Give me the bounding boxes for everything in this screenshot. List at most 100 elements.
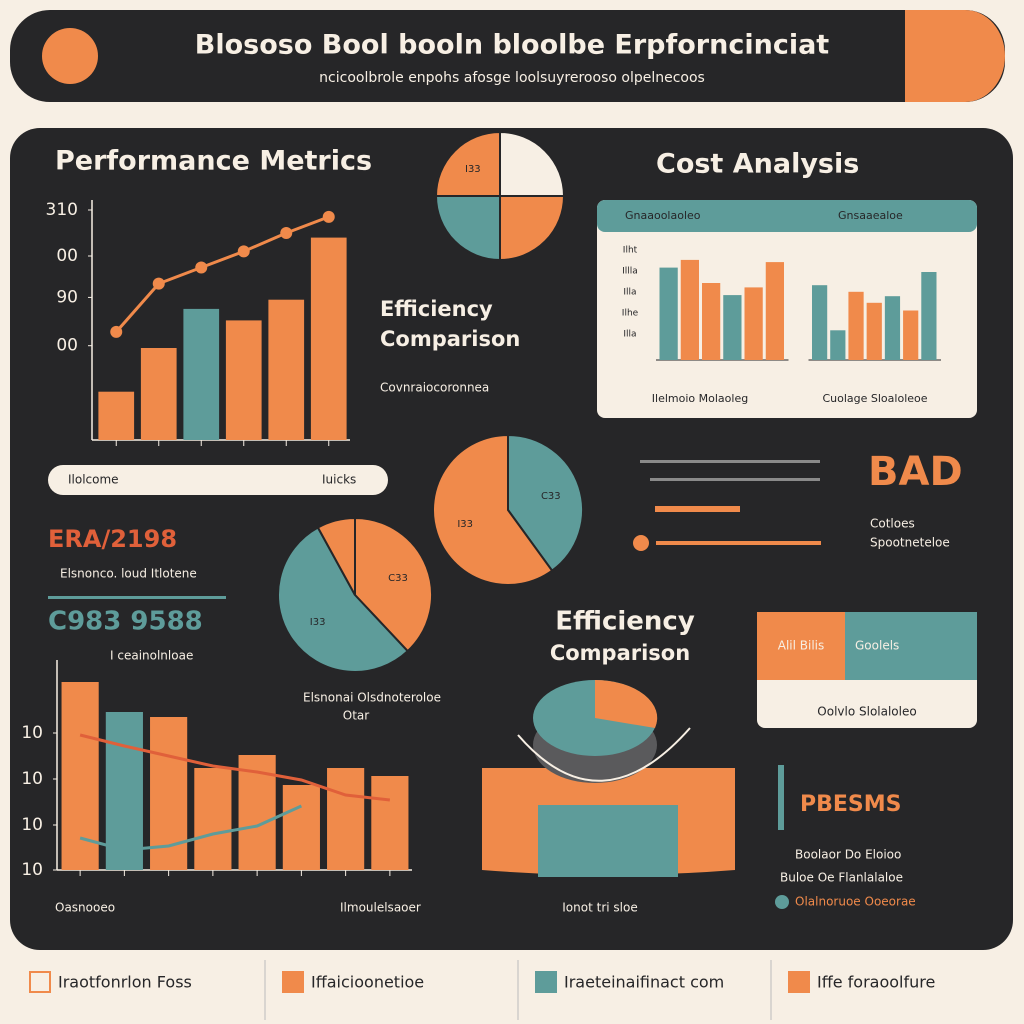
legend-line: [640, 460, 820, 463]
bar: [830, 330, 846, 360]
drum-slice: [595, 679, 658, 728]
bar: [194, 768, 232, 870]
bar: [105, 712, 143, 870]
group-caption: Cuolage Sloaloleoe: [822, 392, 927, 405]
footer-icon: [282, 971, 304, 993]
drum-body: [538, 805, 678, 877]
era-sub: Elsnonco. loud Itlotene: [60, 567, 197, 581]
header-bar: [10, 10, 1005, 102]
bar: [140, 348, 177, 440]
y-tick-label: 00: [56, 336, 78, 356]
bar: [884, 296, 901, 360]
section-title: Comparison: [550, 641, 690, 665]
header-title: Blososo Bool booln bloolbe Erpforncincia…: [195, 30, 830, 61]
y-tick-label: 10: [21, 815, 43, 835]
info-box-left: [757, 612, 845, 680]
drum-caption: Ionot tri sloe: [562, 901, 637, 915]
line-series: [115, 215, 330, 333]
pie-caption: Elsnonai Olsdnoteroloe: [303, 691, 441, 705]
footer-label: Iraeteinaifinact com: [564, 973, 724, 992]
group-caption: Ilelmoio Molaoleg: [652, 392, 748, 405]
legend-line: [655, 506, 740, 512]
pie-slice: [432, 433, 554, 586]
info-label: Alil Bilis: [778, 639, 825, 653]
pie-slice: [354, 516, 433, 653]
section-title: Efficiency: [380, 297, 493, 321]
pie-slice: [277, 526, 410, 673]
slice-label: I33: [465, 164, 481, 175]
slice-label: I33: [457, 519, 473, 530]
line-point: [280, 227, 293, 239]
big-number: C983 9588: [48, 607, 203, 637]
bar: [812, 285, 828, 360]
info-foot: Oolvlo Slolaloleo: [817, 705, 916, 719]
line-point: [152, 277, 165, 290]
pie-slice: [434, 195, 501, 262]
line-point: [195, 261, 208, 274]
bar: [921, 272, 937, 360]
footer-label: Iraotfonrlon Foss: [58, 973, 192, 992]
slice-label: C33: [388, 573, 408, 584]
bar: [98, 391, 135, 440]
bar: [765, 262, 784, 360]
list-item: Buloe Oe Flanlalaloe: [780, 871, 903, 885]
header-subtitle: ncicoolbrole enpohs afosge loolsuyreroos…: [319, 70, 705, 86]
bar: [183, 308, 220, 440]
bar: [371, 776, 409, 870]
y-tick-label: 00: [56, 246, 78, 266]
accent-bar: [778, 765, 784, 830]
pill-label: Ilolcome: [68, 473, 119, 487]
header-accent: [905, 10, 1005, 102]
y-tick-label: Ilhe: [622, 309, 639, 319]
line-series: [79, 733, 391, 802]
info-label: Goolels: [855, 639, 899, 653]
footer-icon: [29, 971, 51, 993]
divider: [48, 596, 226, 599]
footer-label: Iffaicioonetioe: [311, 973, 424, 992]
bar: [866, 302, 882, 360]
caption: Ilmoulelsaoer: [340, 901, 421, 915]
cost-panel: [597, 200, 977, 418]
group-label: Gnsaaealoe: [838, 209, 903, 222]
header-icon: [42, 28, 98, 84]
line-point: [110, 325, 123, 338]
y-tick-label: Illla: [622, 267, 638, 277]
y-tick-label: 90: [56, 287, 78, 307]
big-sub: I ceainolnloae: [110, 649, 193, 663]
pie-slice: [507, 433, 584, 573]
slice-label: C33: [541, 491, 561, 502]
pill-label: Iuicks: [322, 473, 356, 487]
list-item: Boolaor Do Eloioo: [795, 848, 901, 862]
perf-title: Performance Metrics: [55, 146, 372, 177]
footer-label: Iffe foraoolfure: [817, 973, 935, 992]
section-title: Comparison: [380, 327, 520, 351]
list-item: Olalnoruoe Ooeorae: [795, 895, 916, 909]
section-title: Efficiency: [555, 607, 695, 637]
caption: Covnraiocoronnea: [380, 381, 489, 395]
slice-label: I33: [310, 617, 326, 628]
legend-dot: [633, 535, 649, 551]
cost-title: Cost Analysis: [656, 149, 859, 180]
y-tick-label: Illa: [623, 330, 636, 340]
bar: [282, 785, 320, 870]
footer-icon: [788, 971, 810, 993]
pie-slice: [499, 195, 566, 262]
bad-sub: Cotloes: [870, 517, 915, 531]
legend-dot: [775, 895, 789, 909]
footer: Iraotfonrlon Foss Iffaicioonetioe Iraetein…: [29, 960, 935, 1020]
pie-slice: [434, 130, 501, 197]
pie-slice: [499, 130, 566, 197]
y-tick-label: 310: [46, 200, 78, 220]
y-tick-label: Ilht: [623, 246, 638, 256]
y-tick-label: 10: [21, 723, 43, 743]
caption: Oasnooeo: [55, 901, 115, 915]
pbesms-label: PBESMS: [800, 792, 902, 817]
bar: [723, 295, 742, 360]
era-value: ERA/2198: [48, 525, 177, 553]
legend-line: [650, 478, 820, 481]
bar: [659, 267, 678, 360]
bar: [225, 320, 262, 440]
line-series: [79, 804, 302, 852]
bar: [848, 291, 864, 360]
